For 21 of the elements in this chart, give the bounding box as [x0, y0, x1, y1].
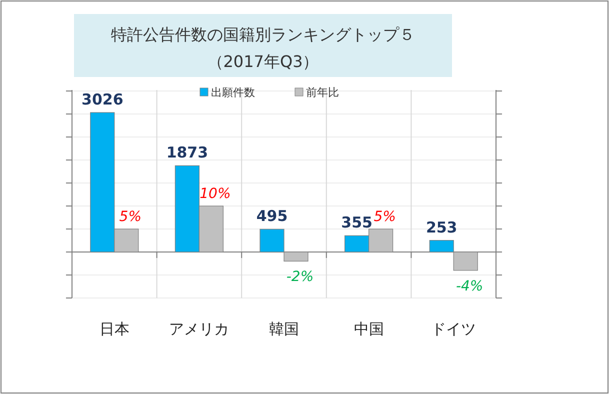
data-label: 5% [119, 209, 142, 225]
data-label: -2% [286, 269, 314, 286]
data-label: 495 [256, 207, 288, 226]
legend-label: 出願件数 [211, 86, 255, 99]
data-label: 355 [341, 214, 372, 232]
data-label: 5% [374, 209, 396, 225]
x-tick-label: 日本 [99, 320, 130, 338]
data-label: 1873 [166, 144, 208, 162]
data-label: 253 [426, 218, 458, 236]
x-tick-label: アメリカ [169, 320, 230, 338]
data-label: 10% [200, 186, 231, 202]
x-tick-label: 韓国 [269, 320, 299, 338]
chart-subtitle: （2017年Q3） [207, 52, 319, 71]
legend-item: 前年比 [294, 86, 339, 99]
x-tick-label: ドイツ [431, 320, 476, 338]
x-tick-label: 中国 [354, 320, 384, 338]
data-label: 3026 [82, 90, 124, 108]
chart-title: 特許公告件数の国籍別ランキングトップ５ [111, 25, 415, 44]
data-label: -4% [456, 278, 484, 294]
legend-item: 出願件数 [200, 86, 255, 99]
legend-label: 前年比 [306, 86, 339, 99]
